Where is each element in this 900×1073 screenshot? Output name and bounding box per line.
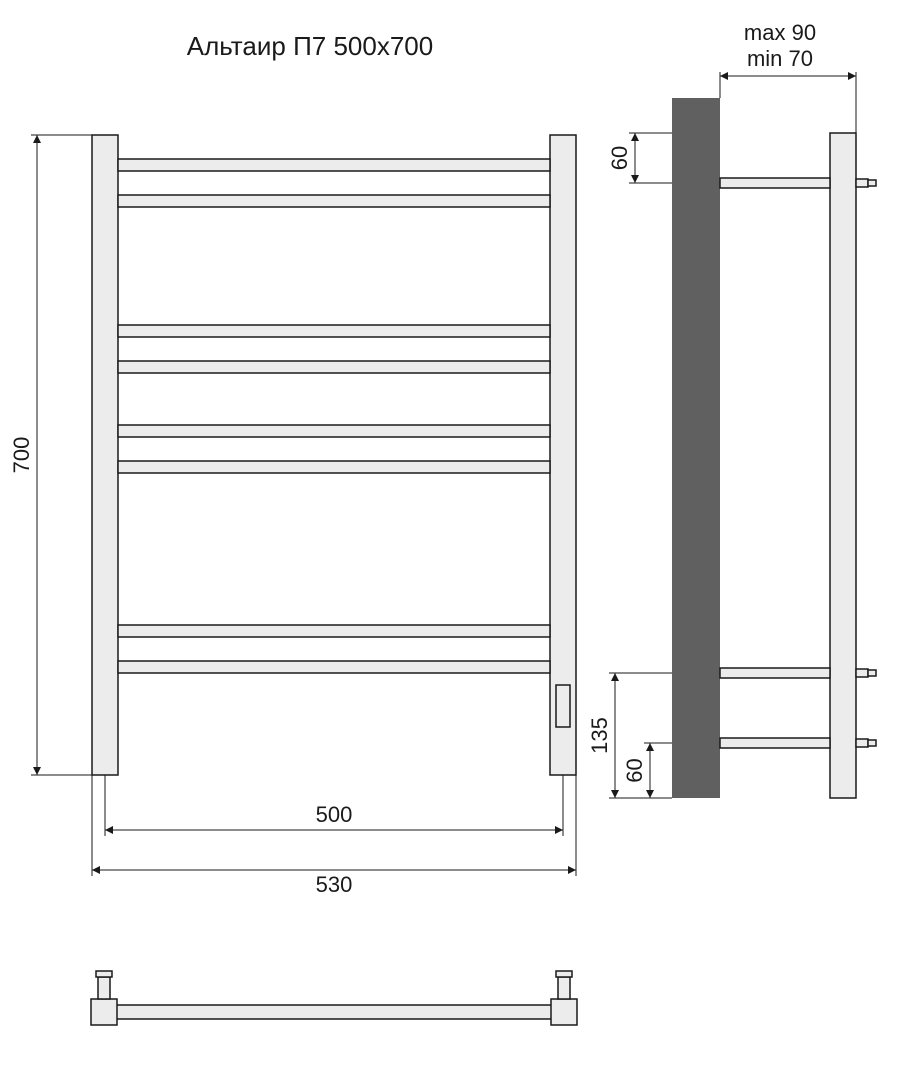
svg-text:max 90: max 90 — [744, 20, 816, 45]
technical-drawing: Альтаир П7 500х700 700 500 530 max 90min 70 6… — [0, 0, 900, 1073]
svg-text:530: 530 — [316, 872, 353, 897]
svg-text:60: 60 — [607, 146, 632, 170]
bottom-view — [91, 971, 577, 1025]
drawing-title: Альтаир П7 500х700 — [187, 31, 433, 61]
svg-text:500: 500 — [316, 802, 353, 827]
svg-text:60: 60 — [622, 758, 647, 782]
svg-text:700: 700 — [9, 437, 34, 474]
front-view — [92, 135, 576, 775]
svg-text:min 70: min 70 — [747, 46, 813, 71]
side-view — [672, 98, 876, 798]
svg-text:135: 135 — [587, 717, 612, 754]
